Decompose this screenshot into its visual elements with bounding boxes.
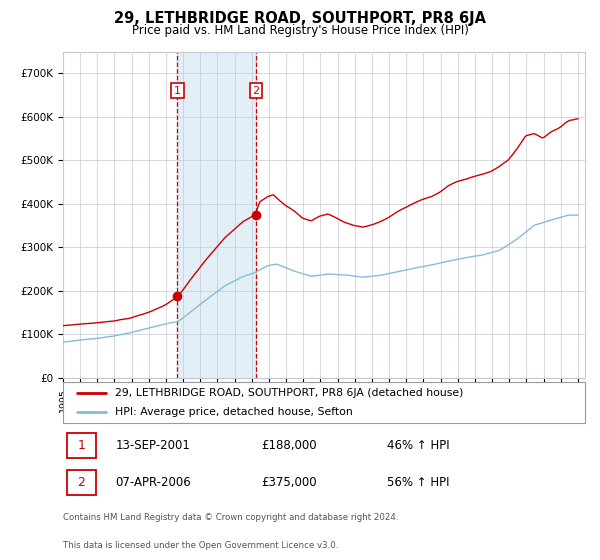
- Text: 2: 2: [253, 86, 260, 96]
- Text: 1: 1: [174, 86, 181, 96]
- Text: £188,000: £188,000: [262, 438, 317, 452]
- FancyBboxPatch shape: [67, 470, 96, 496]
- Text: 29, LETHBRIDGE ROAD, SOUTHPORT, PR8 6JA: 29, LETHBRIDGE ROAD, SOUTHPORT, PR8 6JA: [114, 11, 486, 26]
- Text: HPI: Average price, detached house, Sefton: HPI: Average price, detached house, Seft…: [115, 407, 353, 417]
- Text: Contains HM Land Registry data © Crown copyright and database right 2024.: Contains HM Land Registry data © Crown c…: [63, 513, 398, 522]
- Text: 29, LETHBRIDGE ROAD, SOUTHPORT, PR8 6JA (detached house): 29, LETHBRIDGE ROAD, SOUTHPORT, PR8 6JA …: [115, 388, 464, 398]
- FancyBboxPatch shape: [67, 432, 96, 458]
- Text: 13-SEP-2001: 13-SEP-2001: [115, 438, 190, 452]
- Text: Price paid vs. HM Land Registry's House Price Index (HPI): Price paid vs. HM Land Registry's House …: [131, 24, 469, 36]
- Text: 46% ↑ HPI: 46% ↑ HPI: [386, 438, 449, 452]
- Text: 1: 1: [77, 438, 85, 452]
- Bar: [178, 52, 256, 378]
- Text: 56% ↑ HPI: 56% ↑ HPI: [386, 476, 449, 489]
- Text: This data is licensed under the Open Government Licence v3.0.: This data is licensed under the Open Gov…: [63, 541, 338, 550]
- Text: 2: 2: [77, 476, 85, 489]
- Text: 07-APR-2006: 07-APR-2006: [115, 476, 191, 489]
- FancyBboxPatch shape: [63, 382, 585, 423]
- Text: £375,000: £375,000: [262, 476, 317, 489]
